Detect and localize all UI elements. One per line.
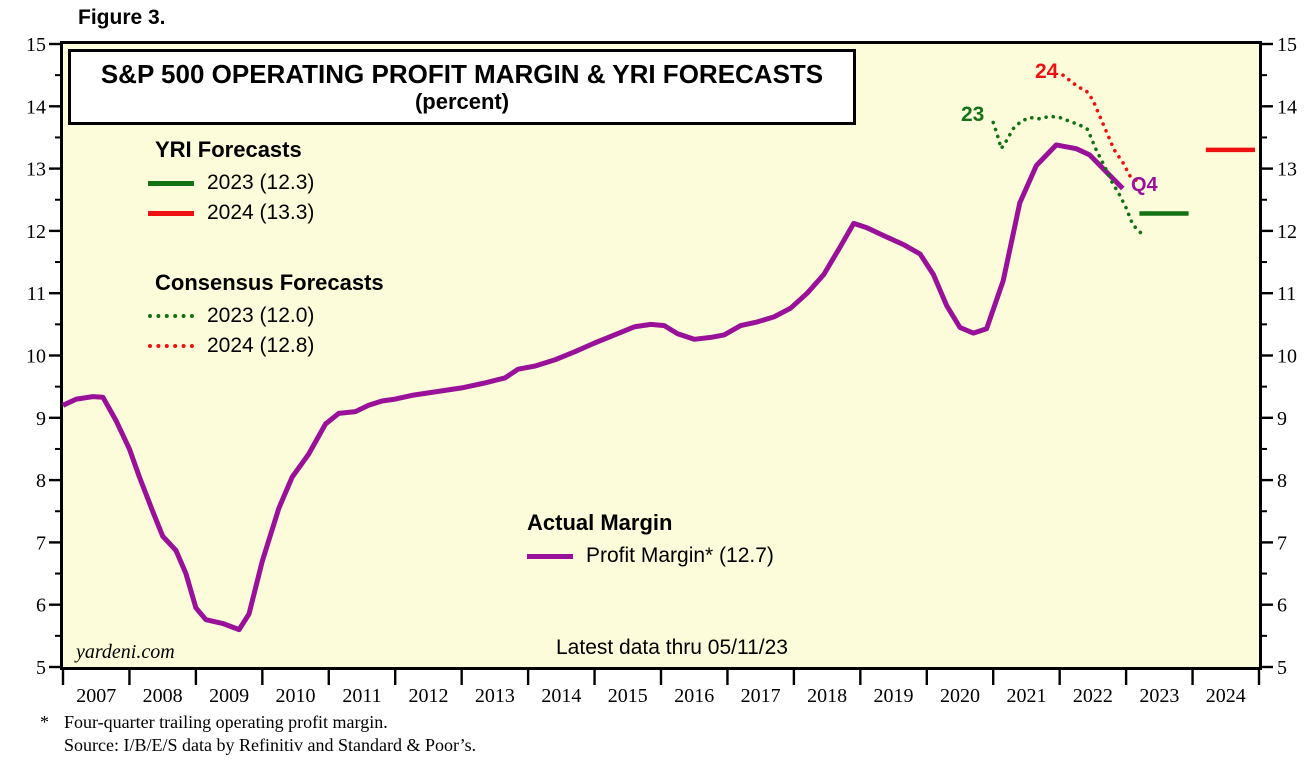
y-tick-label-left: 5 [36,657,46,679]
y-tick-label-left: 9 [36,408,46,430]
x-year-label: 2015 [608,685,648,707]
y-tick-label-left: 11 [27,283,46,305]
legend-yri-heading: YRI Forecasts [155,137,302,162]
y-tick-label-right: 5 [1277,657,1287,679]
x-year-label: 2010 [276,685,316,707]
yri-2024-label: 2024 (13.3) [207,201,315,224]
yri-2024-line-swatch [148,210,194,216]
consensus-2024-series-tag: 24 [1035,60,1059,83]
footnote-marker: * [40,712,49,732]
x-year-label: 2023 [1139,685,1179,707]
consensus-2024-label: 2024 (12.8) [207,334,315,357]
x-year-label: 2012 [408,685,448,707]
x-year-label: 2019 [874,685,914,707]
y-tick-label-right: 10 [1277,346,1297,368]
y-tick-label-right: 7 [1277,532,1287,554]
y-tick-label-left: 12 [26,221,46,243]
footnote-text: Four-quarter trailing operating profit m… [64,711,476,757]
x-year-label: 2017 [741,685,781,707]
y-tick-label-left: 6 [36,595,46,617]
y-tick-label-left: 14 [26,96,46,118]
legend-item-yri-2024: 2024 (13.3) [148,198,314,228]
x-year-label: 2009 [209,685,249,707]
x-year-label: 2008 [143,685,183,707]
watermark: yardeni.com [76,641,175,663]
y-tick-label-right: 14 [1277,96,1297,118]
y-tick-label-left: 10 [26,346,46,368]
legend-consensus-heading: Consensus Forecasts [155,270,384,295]
x-year-label: 2016 [674,685,714,707]
x-year-label: 2021 [1006,685,1046,707]
y-tick-label-right: 12 [1277,221,1297,243]
y-tick-label-left: 7 [36,532,46,554]
legend-item-consensus-2023: 2023 (12.0) [148,301,384,331]
x-year-label: 2018 [807,685,847,707]
legend-actual-heading: Actual Margin [527,510,673,535]
legend-item-yri-2023: 2023 (12.3) [148,168,314,198]
x-year-label: 2013 [475,685,515,707]
consensus-2024-dotted-swatch [148,344,194,348]
profit-margin-line-swatch [527,553,573,559]
x-year-label: 2024 [1206,685,1246,707]
profit-margin-label: Profit Margin* (12.7) [586,544,774,567]
footnote: * Four-quarter trailing operating profit… [40,711,476,757]
y-tick-label-left: 15 [26,34,46,56]
legend-item-consensus-2024: 2024 (12.8) [148,331,384,361]
latest-data-note: Latest data thru 05/11/23 [556,636,788,659]
x-year-label: 2011 [342,685,381,707]
x-year-label: 2007 [76,685,116,707]
y-tick-label-left: 13 [26,159,46,181]
y-tick-label-right: 11 [1277,283,1296,305]
legend-actual-margin: Actual Margin Profit Margin* (12.7) [527,510,774,571]
x-year-label: 2014 [541,685,581,707]
y-tick-label-right: 9 [1277,408,1287,430]
legend-item-profit-margin: Profit Margin* (12.7) [527,541,774,571]
consensus-2023-series-tag: 23 [961,103,985,126]
footnote-line2: Source: I/B/E/S data by Refinitiv and St… [64,735,477,755]
legend-yri-forecasts: YRI Forecasts 2023 (12.3) 2024 (13.3) [148,137,314,228]
latest-quarter-tag: Q4 [1131,174,1158,196]
consensus-2023-dotted-swatch [148,314,194,318]
chart-subtitle: (percent) [414,89,510,114]
chart-title-box: S&P 500 OPERATING PROFIT MARGIN & YRI FO… [68,49,856,125]
x-year-label: 2020 [940,685,980,707]
chart-title: S&P 500 OPERATING PROFIT MARGIN & YRI FO… [100,59,824,89]
x-year-label: 2022 [1073,685,1113,707]
y-tick-label-right: 8 [1277,470,1287,492]
y-tick-label-right: 6 [1277,595,1287,617]
consensus-2023-label: 2023 (12.0) [207,304,315,327]
y-tick-label-right: 15 [1277,34,1297,56]
footnote-line1: Four-quarter trailing operating profit m… [64,712,388,732]
figure-label: Figure 3. [78,6,166,29]
yri-2023-line-swatch [148,180,194,186]
legend-consensus-forecasts: Consensus Forecasts 2023 (12.0) 2024 (12… [148,270,384,361]
y-tick-label-right: 13 [1277,159,1297,181]
y-tick-label-left: 8 [36,470,46,492]
yri-2023-label: 2023 (12.3) [207,171,315,194]
